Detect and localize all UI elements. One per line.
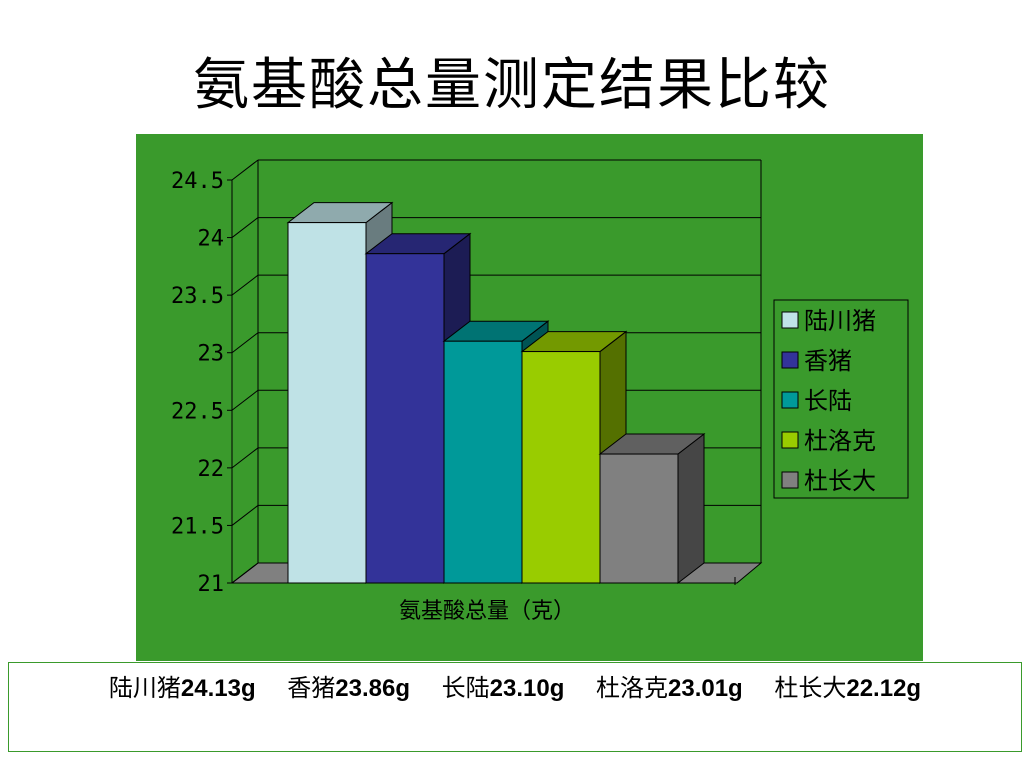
bar-chart: 24.5 24 23.5 23 22.5 22 21.5 21 氨基酸总量（克） 陆川猪香猪长陆杜… (171, 159, 909, 624)
legend-label: 杜长大 (804, 467, 876, 495)
bar (599, 453, 679, 584)
bar (287, 222, 367, 584)
y-tick-label: 23.5 (171, 284, 224, 309)
legend-label: 杜洛克 (804, 427, 876, 455)
side-wall-line (231, 274, 259, 296)
caption-item: 杜长大22.12g (774, 674, 921, 702)
caption-name: 杜洛克 (596, 674, 668, 702)
caption-line: 陆川猪24.13g 香猪23.86g 长陆23.10g 杜洛克23.01g 杜长… (9, 673, 1021, 704)
y-tick-label: 21.5 (171, 514, 224, 539)
bar (443, 340, 523, 584)
legend-swatch (781, 351, 799, 369)
bar (521, 351, 601, 584)
caption-name: 长陆 (441, 674, 490, 702)
side-wall-line (231, 562, 259, 584)
side-wall-line (231, 447, 259, 469)
legend-swatch (781, 311, 799, 329)
legend-swatch (781, 391, 799, 409)
caption-item: 杜洛克23.01g (596, 674, 743, 702)
caption-value: 22.12g (846, 675, 922, 702)
y-tick-label: 22 (198, 457, 225, 482)
y-tick-label: 23 (198, 342, 225, 367)
caption-value: 23.10g (489, 675, 565, 702)
y-tick-label: 24 (198, 227, 225, 252)
legend-label: 长陆 (804, 387, 852, 415)
y-tick-label: 24.5 (171, 169, 224, 194)
caption-item: 香猪23.86g (287, 674, 410, 702)
legend-label: 香猪 (804, 347, 852, 375)
y-tick-label: 21 (198, 572, 225, 597)
chart-panel: 24.5 24 23.5 23 22.5 22 21.5 21 氨基酸总量（克） 陆川猪香猪长陆杜… (136, 134, 923, 661)
caption-item: 陆川猪24.13g (109, 674, 256, 702)
caption-value: 24.13g (180, 675, 256, 702)
caption-name: 陆川猪 (108, 674, 181, 702)
page-title: 氨基酸总量测定结果比较 (193, 53, 831, 118)
legend-label: 陆川猪 (804, 307, 876, 335)
caption-value: 23.86g (335, 675, 410, 702)
bar-side (677, 433, 705, 585)
side-wall-line (231, 505, 259, 526)
caption-box: 陆川猪24.13g 香猪23.86g 长陆23.10g 杜洛克23.01g 杜长… (8, 662, 1022, 752)
x-axis-label: 氨基酸总量（克） (399, 599, 575, 624)
side-wall-line (231, 159, 259, 181)
y-tick-label: 22.5 (171, 399, 224, 424)
caption-name: 香猪 (287, 674, 336, 702)
legend-swatch (781, 471, 799, 489)
caption-value: 23.01g (668, 675, 743, 702)
side-wall-line (231, 389, 259, 411)
side-wall-line (231, 217, 259, 238)
side-wall-line (231, 332, 259, 354)
legend-swatch (781, 431, 799, 449)
caption-name: 杜长大 (774, 674, 847, 702)
bar (365, 253, 445, 584)
caption-item: 长陆23.10g (442, 674, 565, 702)
